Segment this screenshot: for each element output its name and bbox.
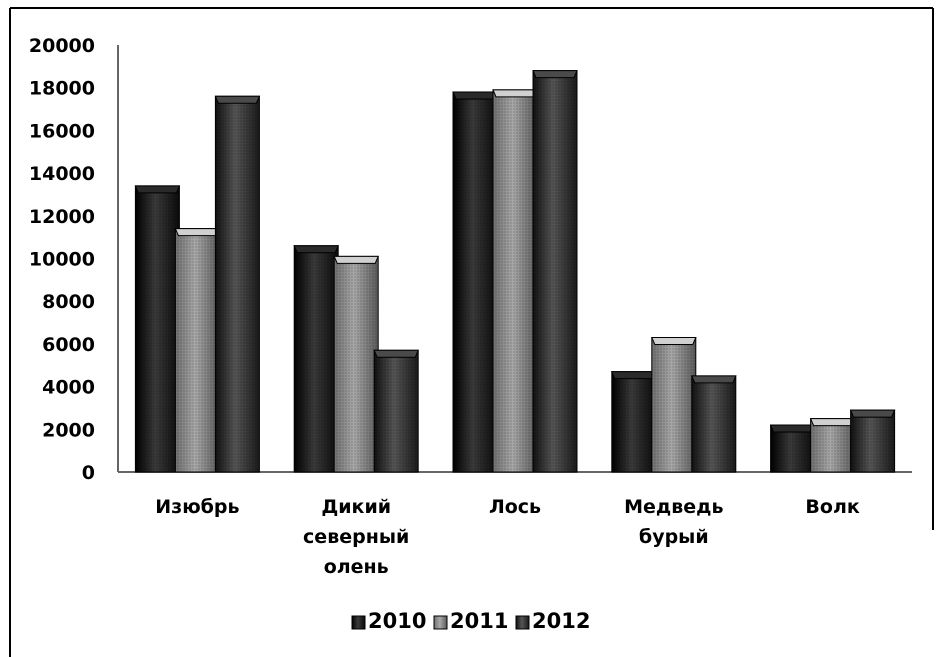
legend-label: 2011 [450,609,508,633]
bar [452,91,498,473]
y-tick-label: 10000 [29,249,95,271]
y-tick-label: 18000 [29,78,95,100]
x-tick-label: Волк [805,496,859,518]
y-tick-label: 20000 [29,35,95,57]
bar [691,375,737,473]
bar [769,424,816,473]
y-tick-labels: 0 2000 4000 6000 8000 10000 12000 14000 16000 180… [29,35,95,484]
y-tick-label: 4000 [42,377,95,399]
y-tick-label: 0 [82,462,95,484]
y-tick-label: 2000 [42,419,95,441]
bar [532,70,578,473]
bar [651,336,697,473]
bar [492,89,538,473]
legend: 2010 2011 2012 [351,609,590,633]
legend-item: 2012 [515,609,590,633]
bar [849,409,896,473]
legend-item: 2011 [433,609,508,633]
bar [373,349,419,473]
y-tick-label: 14000 [29,163,95,185]
legend-swatch [515,615,530,630]
x-tick-label: Дикий северный олень [303,496,409,578]
bar [214,95,261,473]
x-tick-label: Медведь бурый [624,496,723,548]
legend-swatch [433,615,448,630]
bar [134,185,181,473]
x-tick-label: Лось [489,496,541,518]
y-tick-label: 12000 [29,206,95,228]
bar [809,418,856,473]
bars [134,70,896,473]
bar [333,255,379,473]
legend-label: 2010 [368,609,426,633]
legend-item: 2010 [351,609,426,633]
bar [293,245,339,473]
legend-label: 2012 [532,609,590,633]
y-tick-label: 6000 [42,334,95,356]
y-tick-label: 16000 [29,120,95,142]
bar [174,228,221,473]
x-tick-label: Изюбрь [155,496,239,518]
legend-swatch [351,615,366,630]
y-tick-label: 8000 [42,291,95,313]
bar [611,371,657,473]
x-tick-labels: Изюбрь Дикий северный олень Лось Медведь бурый… [155,496,860,578]
